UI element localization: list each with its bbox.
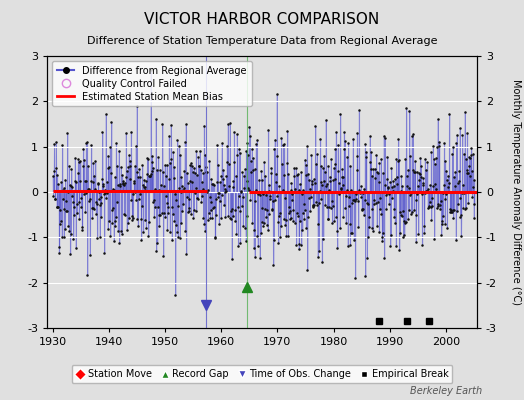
Text: Berkeley Earth: Berkeley Earth	[410, 386, 482, 396]
Y-axis label: Monthly Temperature Anomaly Difference (°C): Monthly Temperature Anomaly Difference (…	[511, 79, 521, 305]
Text: VICTOR HARBOR COMPARISON: VICTOR HARBOR COMPARISON	[145, 12, 379, 27]
Text: Difference of Station Temperature Data from Regional Average: Difference of Station Temperature Data f…	[87, 36, 437, 46]
Legend: Station Move, Record Gap, Time of Obs. Change, Empirical Break: Station Move, Record Gap, Time of Obs. C…	[72, 365, 452, 383]
